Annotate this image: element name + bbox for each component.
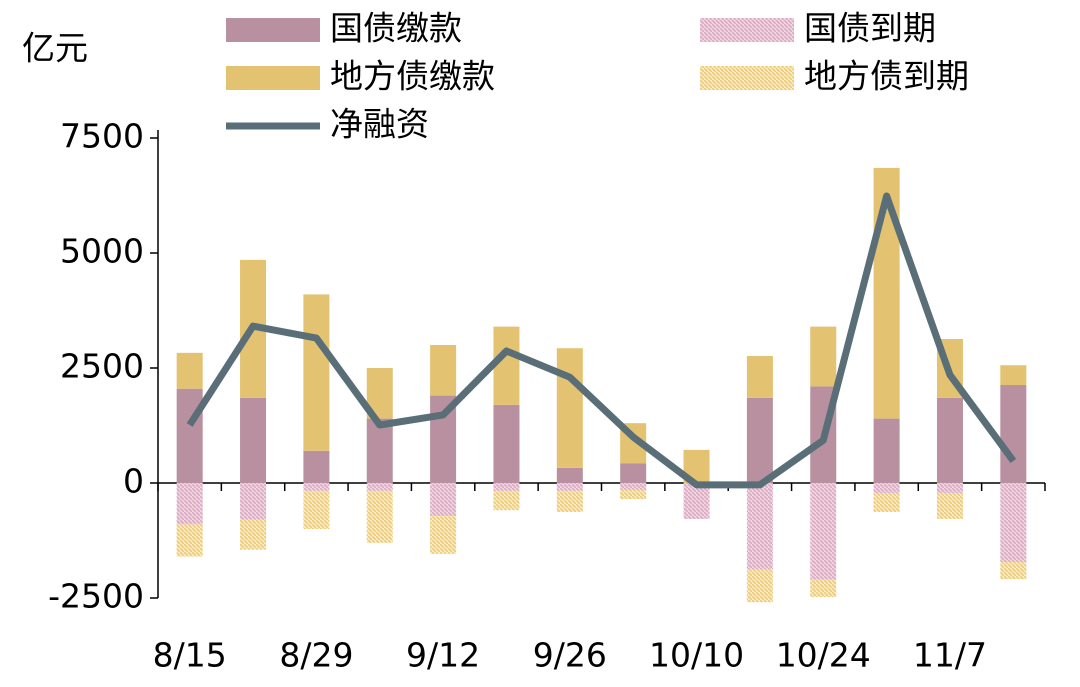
bar [240, 519, 267, 550]
bar [746, 397, 773, 483]
bar [493, 483, 520, 491]
bar [936, 483, 963, 494]
bar [936, 493, 963, 519]
legend-swatch [700, 66, 794, 90]
unit-label: 亿元 [22, 29, 88, 68]
bar [746, 483, 773, 570]
bar [556, 467, 583, 483]
legend-label: 国债到期 [804, 9, 936, 48]
legend-label: 地方债缴款 [330, 57, 495, 96]
bar [810, 483, 837, 580]
y-tick-label: 5000 [60, 232, 144, 271]
y-tick-label: 0 [123, 462, 144, 501]
x-tick-label: 11/7 [913, 636, 987, 675]
bar [620, 489, 647, 500]
bar [303, 483, 330, 491]
x-tick-label: 8/29 [279, 636, 353, 675]
bar [303, 490, 330, 529]
bar [936, 397, 963, 483]
bar [366, 490, 393, 543]
bar [303, 450, 330, 483]
bar [810, 579, 837, 598]
legend-label: 地方债到期 [804, 57, 969, 96]
bar [493, 490, 520, 511]
legend-swatch [226, 66, 320, 90]
bar [1000, 562, 1027, 580]
bar [366, 483, 393, 491]
legend-label: 国债缴款 [330, 9, 462, 48]
x-tick-label: 10/24 [776, 636, 871, 675]
bar [1000, 385, 1027, 483]
bar [176, 524, 203, 557]
bar [873, 483, 900, 494]
bar [683, 483, 710, 519]
y-tick-label: -2500 [48, 577, 144, 616]
x-tick-label: 10/10 [649, 636, 744, 675]
net-line [186, 192, 1017, 489]
bar [366, 418, 393, 483]
bar [810, 326, 837, 387]
bar [303, 294, 330, 451]
bar [873, 418, 900, 483]
bar [176, 388, 203, 483]
bar [240, 483, 267, 520]
bar [620, 483, 647, 490]
legend-label: 净融资 [330, 105, 429, 144]
bar [873, 493, 900, 512]
bar [746, 356, 773, 398]
bar [430, 483, 457, 517]
legend-swatch [226, 18, 320, 42]
bar [620, 463, 647, 483]
x-tick-label: 8/15 [153, 636, 227, 675]
bar [493, 404, 520, 483]
bar [176, 483, 203, 525]
bar [493, 326, 520, 405]
y-tick-label: 7500 [60, 117, 144, 156]
bar [556, 483, 583, 491]
bar [746, 569, 773, 603]
bar [1000, 483, 1027, 563]
x-tick-label: 9/12 [406, 636, 480, 675]
bar [240, 397, 267, 483]
bar [556, 348, 583, 468]
bar [1000, 365, 1027, 386]
bar [556, 490, 583, 512]
bar [176, 352, 203, 389]
bar [430, 516, 457, 554]
legend-swatch [700, 18, 794, 42]
x-tick-label: 9/26 [533, 636, 607, 675]
bar [430, 345, 457, 396]
y-tick-label: 2500 [60, 347, 144, 386]
